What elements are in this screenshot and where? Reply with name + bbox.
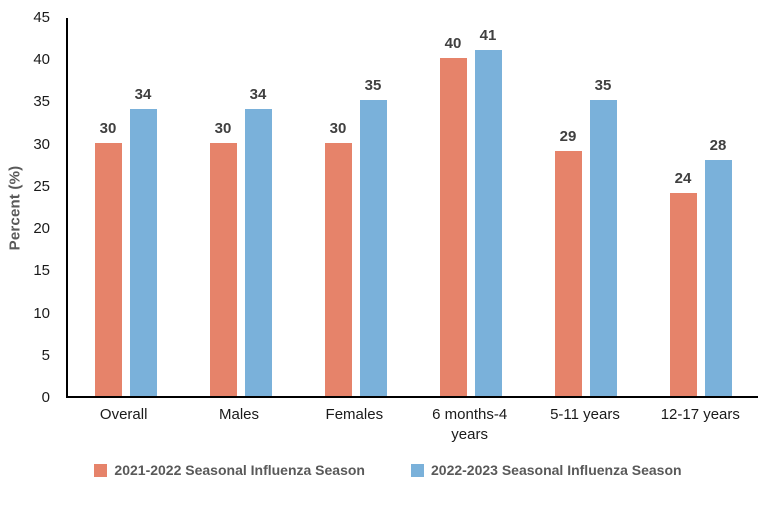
bar-group-3: 30 35	[298, 18, 413, 396]
legend-swatch-icon	[94, 463, 108, 477]
bar-series2-2: 34	[244, 86, 272, 396]
legend-label-1: 2021-2022 Seasonal Influenza Season	[114, 462, 365, 478]
bar-value-label: 28	[709, 136, 727, 154]
bar-group-1: 30 34	[68, 18, 183, 396]
x-axis-label-4: 6 months-4 years	[432, 406, 508, 444]
y-tick-label: 10	[33, 304, 50, 322]
bar-value-label: 30	[99, 119, 117, 137]
y-tick-label: 45	[33, 9, 50, 26]
x-axis-label-6: 12-17 years	[660, 406, 740, 423]
bar-group-5: 29 35	[528, 18, 643, 396]
x-axis-label-5: 5-11 years	[550, 406, 620, 423]
bar-value-label: 35	[364, 77, 382, 95]
bar-series1-1: 30	[94, 120, 122, 396]
x-axis-label-1: Overall	[99, 406, 148, 423]
legend: 2021-2022 Seasonal Influenza Season 2022-…	[0, 462, 776, 478]
bar-value-label: 30	[214, 119, 232, 137]
y-tick-label: 30	[33, 135, 50, 153]
legend-item-1: 2021-2022 Seasonal Influenza Season	[94, 462, 365, 478]
x-axis-category-labels: Overall Males Females 6 months-4 years 5-11 …	[66, 405, 758, 446]
y-tick-label: 0	[41, 389, 50, 406]
bar-value-label: 34	[249, 85, 267, 103]
y-tick-label: 35	[33, 93, 50, 111]
bar-group-2: 30 34	[183, 18, 298, 396]
bar-series1-5: 29	[554, 128, 582, 396]
bar-value-label: 40	[444, 35, 462, 53]
legend-item-2: 2022-2023 Seasonal Influenza Season	[411, 462, 682, 478]
x-axis-label-2: Males	[218, 406, 259, 423]
bar-series1-6: 24	[669, 170, 697, 396]
bar-value-label: 24	[674, 170, 692, 188]
y-axis-tick-labels: 0 5 10 15 20 25 30 35 40 45	[0, 9, 50, 406]
y-tick-label: 20	[33, 220, 50, 238]
bar-value-label: 34	[134, 85, 152, 103]
bar-group-6: 24 28	[643, 18, 758, 396]
bar-group-4: 40 41	[413, 18, 528, 396]
bar-value-label: 41	[479, 26, 497, 44]
legend-swatch-icon	[411, 463, 424, 477]
bar-series2-1: 34	[129, 86, 157, 396]
y-tick-label: 5	[41, 346, 50, 364]
bar-series1-2: 30	[209, 120, 237, 396]
y-tick-label: 15	[33, 262, 50, 280]
legend-label-2: 2022-2023 Seasonal Influenza Season	[431, 462, 682, 478]
y-tick-label: 25	[33, 177, 50, 195]
plot-area: 30 34 30 34 30 35 40 41 29 35 24 28	[66, 18, 758, 398]
bar-series1-4: 40	[439, 35, 467, 396]
bar-series2-4: 41	[474, 27, 502, 396]
bar-series1-3: 30	[324, 120, 352, 396]
bar-series2-3: 35	[359, 77, 387, 396]
bar-series2-6: 28	[704, 137, 732, 396]
y-tick-label: 40	[33, 51, 50, 69]
bar-series2-5: 35	[589, 77, 617, 396]
bar-value-label: 29	[559, 128, 577, 146]
bar-value-label: 30	[329, 119, 347, 137]
bar-value-label: 35	[594, 77, 612, 95]
x-axis-label-3: Females	[325, 406, 384, 423]
